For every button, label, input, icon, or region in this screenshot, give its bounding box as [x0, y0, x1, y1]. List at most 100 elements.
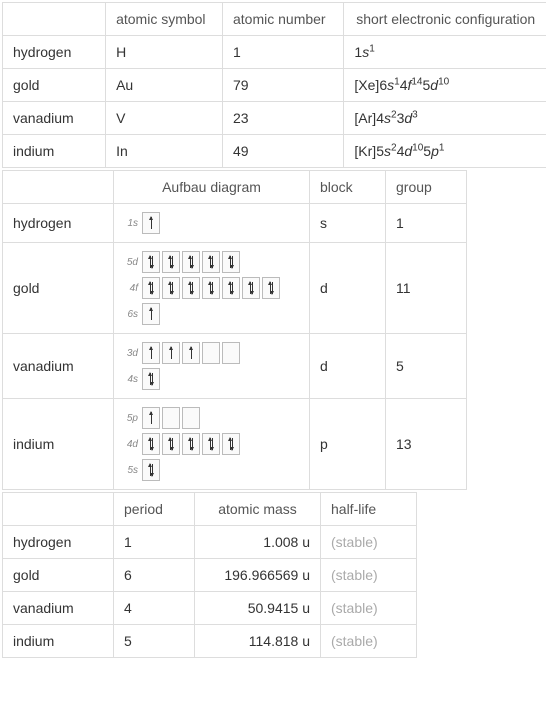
- block: d: [310, 334, 386, 399]
- orbital-box: [182, 433, 200, 455]
- orbital-box: [262, 277, 280, 299]
- element-name: hydrogen: [3, 526, 114, 559]
- orbital-label: 4s: [124, 374, 138, 385]
- group: 11: [386, 243, 467, 334]
- orbital-box: [182, 342, 200, 364]
- orbital-box: [182, 407, 200, 429]
- electron-down: [152, 282, 153, 294]
- orbital-label: 5d: [124, 257, 138, 268]
- electronic-configuration: 1s1: [344, 36, 546, 69]
- aufbau-cell: 1s: [114, 204, 310, 243]
- aufbau-diagram: 5p 4d 5s: [124, 407, 299, 481]
- orbital-box: [162, 342, 180, 364]
- orbital-box: [202, 251, 220, 273]
- electron-up: [171, 347, 172, 359]
- column-header: atomic number: [223, 3, 344, 36]
- period-mass-halflife-table: periodatomic masshalf-lifehydrogen11.008…: [2, 492, 417, 658]
- column-header: block: [310, 171, 386, 204]
- aufbau-diagram: 5d 4f 6s: [124, 251, 299, 325]
- electron-down: [152, 464, 153, 476]
- electron-up: [151, 347, 152, 359]
- orbital-box: [222, 277, 240, 299]
- group: 5: [386, 334, 467, 399]
- atomic-number: 49: [223, 135, 344, 168]
- table-row: hydrogen1ss1: [3, 204, 467, 243]
- orbital-line: 5p: [124, 407, 299, 429]
- table-row: hydrogenH11s1: [3, 36, 546, 69]
- atomic-symbol: In: [106, 135, 223, 168]
- column-header: short electronic configuration: [344, 3, 546, 36]
- atomic-number: 23: [223, 102, 344, 135]
- orbital-label: 4d: [124, 439, 138, 450]
- electron-down: [272, 282, 273, 294]
- column-header: [3, 3, 106, 36]
- orbital-line: 3d: [124, 342, 299, 364]
- group: 13: [386, 399, 467, 490]
- table-header-row: Aufbau diagramblockgroup: [3, 171, 467, 204]
- orbital-line: 5s: [124, 459, 299, 481]
- element-name: hydrogen: [3, 204, 114, 243]
- orbital-box: [142, 342, 160, 364]
- orbital-box: [142, 433, 160, 455]
- period: 4: [114, 592, 195, 625]
- table-row: goldAu79[Xe]6s14f145d10: [3, 69, 546, 102]
- electronic-configuration: [Ar]4s23d3: [344, 102, 546, 135]
- column-header: [3, 493, 114, 526]
- orbital-line: 5d: [124, 251, 299, 273]
- orbital-box: [242, 277, 260, 299]
- column-header: [3, 171, 114, 204]
- orbital-box: [142, 459, 160, 481]
- orbital-box: [222, 342, 240, 364]
- orbital-boxes: [142, 433, 240, 455]
- table-row: vanadiumV23[Ar]4s23d3: [3, 102, 546, 135]
- electron-down: [192, 282, 193, 294]
- column-header: Aufbau diagram: [114, 171, 310, 204]
- electron-down: [192, 438, 193, 450]
- orbital-box: [222, 251, 240, 273]
- orbital-boxes: [142, 407, 200, 429]
- atomic-number: 1: [223, 36, 344, 69]
- orbital-box: [142, 212, 160, 234]
- electron-down: [212, 282, 213, 294]
- orbital-label: 4f: [124, 283, 138, 294]
- atomic-symbol: Au: [106, 69, 223, 102]
- orbital-label: 5s: [124, 465, 138, 476]
- electron-down: [172, 438, 173, 450]
- electron-up: [151, 308, 152, 320]
- orbital-label: 6s: [124, 309, 138, 320]
- block: s: [310, 204, 386, 243]
- table-row: vanadium3d4sd5: [3, 334, 467, 399]
- atomic-symbol: H: [106, 36, 223, 69]
- orbital-boxes: [142, 368, 160, 390]
- electron-down: [212, 438, 213, 450]
- table-header-row: atomic symbolatomic numbershort electron…: [3, 3, 546, 36]
- orbital-box: [202, 277, 220, 299]
- half-life: (stable): [321, 625, 417, 658]
- period: 6: [114, 559, 195, 592]
- orbital-label: 1s: [124, 218, 138, 229]
- electron-down: [232, 256, 233, 268]
- element-name: gold: [3, 69, 106, 102]
- orbital-line: 4f: [124, 277, 299, 299]
- table-row: indiumIn49[Kr]5s24d105p1: [3, 135, 546, 168]
- orbital-box: [162, 277, 180, 299]
- orbital-line: 4s: [124, 368, 299, 390]
- aufbau-block-group-table: Aufbau diagramblockgrouphydrogen1ss1gold…: [2, 170, 467, 490]
- orbital-box: [162, 433, 180, 455]
- table-header-row: periodatomic masshalf-life: [3, 493, 417, 526]
- orbital-box: [162, 407, 180, 429]
- half-life: (stable): [321, 592, 417, 625]
- element-name: hydrogen: [3, 36, 106, 69]
- table-row: indium5114.818 u(stable): [3, 625, 417, 658]
- electron-down: [192, 256, 193, 268]
- element-name: indium: [3, 399, 114, 490]
- orbital-box: [222, 433, 240, 455]
- electron-down: [152, 438, 153, 450]
- block: d: [310, 243, 386, 334]
- period: 5: [114, 625, 195, 658]
- column-header: half-life: [321, 493, 417, 526]
- electron-down: [212, 256, 213, 268]
- table-row: gold6196.966569 u(stable): [3, 559, 417, 592]
- element-name: indium: [3, 135, 106, 168]
- orbital-boxes: [142, 277, 280, 299]
